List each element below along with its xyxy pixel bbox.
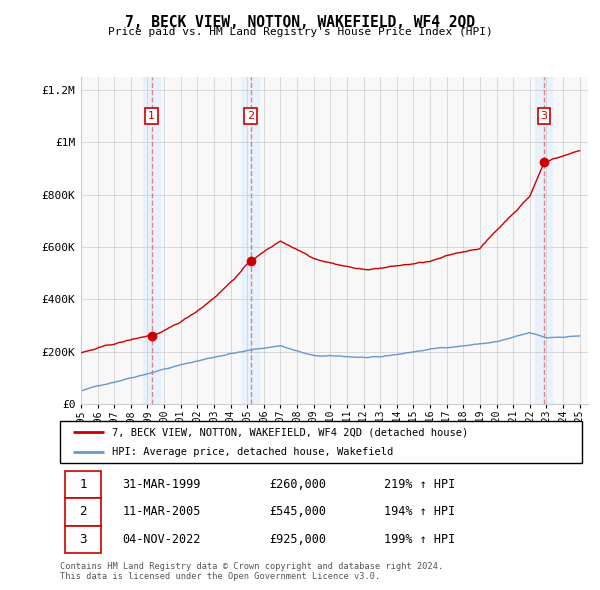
- Text: 7, BECK VIEW, NOTTON, WAKEFIELD, WF4 2QD: 7, BECK VIEW, NOTTON, WAKEFIELD, WF4 2QD: [125, 15, 475, 30]
- Text: Price paid vs. HM Land Registry's House Price Index (HPI): Price paid vs. HM Land Registry's House …: [107, 27, 493, 37]
- Bar: [535, 77, 552, 404]
- Text: 219% ↑ HPI: 219% ↑ HPI: [383, 478, 455, 491]
- Text: 1: 1: [79, 478, 87, 491]
- FancyBboxPatch shape: [65, 498, 101, 526]
- FancyBboxPatch shape: [65, 526, 101, 553]
- Text: 2: 2: [247, 111, 254, 121]
- Text: 2: 2: [79, 505, 87, 519]
- Text: 194% ↑ HPI: 194% ↑ HPI: [383, 505, 455, 519]
- Text: £260,000: £260,000: [269, 478, 326, 491]
- Text: HPI: Average price, detached house, Wakefield: HPI: Average price, detached house, Wake…: [112, 447, 394, 457]
- Bar: [242, 77, 259, 404]
- Text: 199% ↑ HPI: 199% ↑ HPI: [383, 533, 455, 546]
- Text: Contains HM Land Registry data © Crown copyright and database right 2024.: Contains HM Land Registry data © Crown c…: [60, 562, 443, 571]
- Text: 7, BECK VIEW, NOTTON, WAKEFIELD, WF4 2QD (detached house): 7, BECK VIEW, NOTTON, WAKEFIELD, WF4 2QD…: [112, 427, 469, 437]
- FancyBboxPatch shape: [60, 421, 582, 463]
- Text: 1: 1: [148, 111, 155, 121]
- Text: 3: 3: [79, 533, 87, 546]
- Bar: [143, 77, 160, 404]
- Text: £545,000: £545,000: [269, 505, 326, 519]
- Text: 3: 3: [540, 111, 547, 121]
- Text: £925,000: £925,000: [269, 533, 326, 546]
- FancyBboxPatch shape: [65, 471, 101, 498]
- Text: 04-NOV-2022: 04-NOV-2022: [122, 533, 201, 546]
- Text: 31-MAR-1999: 31-MAR-1999: [122, 478, 201, 491]
- Text: This data is licensed under the Open Government Licence v3.0.: This data is licensed under the Open Gov…: [60, 572, 380, 581]
- Text: 11-MAR-2005: 11-MAR-2005: [122, 505, 201, 519]
